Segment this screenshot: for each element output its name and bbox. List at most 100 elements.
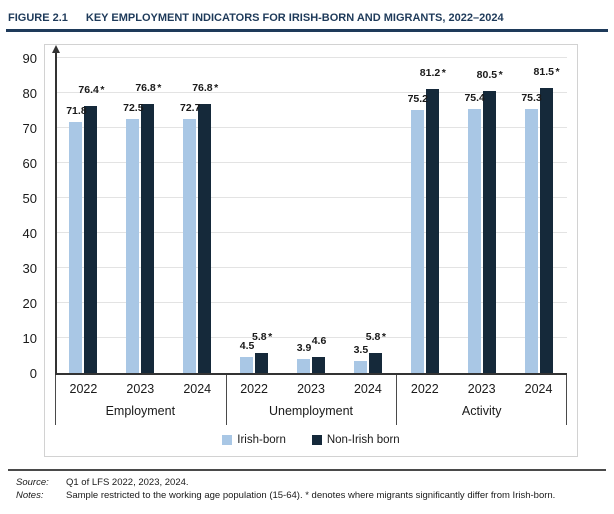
bar-pair-unemployment-2024: 3.5 5.8 * — [353, 58, 386, 373]
bar-irish-born-employment-2022 — [69, 121, 83, 373]
bar-label-irish-born-unemployment-2023: 3.9 — [296, 342, 312, 355]
year-label-activity-2024: 2024 — [524, 382, 553, 396]
bar-irish-born-unemployment-2024 — [353, 360, 367, 373]
years-cell-employment: 2022 2023 2024 — [55, 375, 226, 396]
figure-title: KEY EMPLOYMENT INDICATORS FOR IRISH-BORN… — [85, 12, 504, 24]
significance-asterisk: * — [268, 330, 273, 343]
category-row: Employment Unemployment Activity — [55, 396, 567, 418]
bar-pair-activity-2024: 75.3 81.5 * — [521, 58, 560, 373]
bar-label-non-irish-born-employment-2023: 76.8 * — [135, 82, 162, 95]
bar-irish-born-activity-2022 — [410, 109, 424, 373]
y-axis-tick: 60 — [22, 156, 37, 171]
gridline — [55, 302, 567, 303]
x-axis-line — [55, 373, 567, 375]
y-axis-arrow-icon — [52, 45, 60, 53]
bar-non-irish-born-employment-2024 — [198, 104, 212, 373]
group-divider — [55, 375, 56, 425]
year-label-employment-2023: 2023 — [126, 382, 155, 396]
significance-asterisk: * — [441, 66, 446, 79]
category-label-unemployment: Unemployment — [268, 404, 354, 418]
bar-non-irish-born-activity-2022 — [425, 88, 439, 373]
bar-non-irish-born-unemployment-2022 — [255, 352, 269, 373]
significance-asterisk: * — [555, 65, 560, 78]
legend-item-non-irish-born: Non-Irish born — [311, 434, 400, 446]
figure-header: FIGURE 2.1 KEY EMPLOYMENT INDICATORS FOR… — [6, 8, 608, 32]
bar-non-irish-born-employment-2022 — [84, 105, 98, 373]
bar-label-irish-born-activity-2023: 75.4 — [464, 92, 485, 105]
bar-label-non-irish-born-unemployment-2024: 5.8 * — [365, 330, 386, 343]
year-label-unemployment-2024: 2024 — [353, 382, 382, 396]
bar-pair-activity-2023: 75.4 80.5 * — [464, 58, 503, 373]
significance-asterisk: * — [381, 330, 386, 343]
bar-non-irish-born-unemployment-2023 — [312, 356, 325, 373]
source-row: Source: Q1 of LFS 2022, 2023, 2024. — [16, 476, 606, 489]
legend-swatch-irish-born — [222, 435, 233, 445]
significance-asterisk: * — [157, 82, 162, 95]
bar-label-non-irish-born-unemployment-2022: 5.8 * — [252, 330, 273, 343]
legend-swatch-non-irish-born — [311, 435, 322, 445]
bar-label-irish-born-activity-2024: 75.3 — [521, 92, 542, 105]
bar-non-irish-born-activity-2023 — [482, 91, 496, 373]
gridline — [55, 232, 567, 233]
significance-asterisk: * — [214, 82, 219, 95]
group-divider — [225, 375, 227, 425]
y-axis-tick: 20 — [22, 296, 37, 311]
y-axis-tick: 0 — [29, 366, 37, 381]
year-label-employment-2022: 2022 — [69, 382, 98, 396]
bar-group-employment: 71.8 76.4 * 72.5 76.8 * 72.7 76.8 * — [55, 58, 226, 373]
bar-irish-born-employment-2024 — [183, 118, 197, 373]
gridline — [55, 57, 567, 58]
bar-label-non-irish-born-activity-2024: 81.5 * — [533, 65, 560, 78]
x-axis-labels: 2022 2023 2024 2022 2023 2024 2022 2023 2024 Empl… — [55, 375, 567, 427]
bar-irish-born-unemployment-2023 — [297, 359, 310, 373]
legend-label-non-irish-born: Non-Irish born — [326, 434, 400, 446]
y-axis-tick: 70 — [22, 121, 37, 136]
year-label-activity-2023: 2023 — [467, 382, 496, 396]
y-axis-tick: 50 — [22, 191, 37, 206]
bar-label-irish-born-employment-2022: 71.8 — [66, 104, 87, 117]
legend-label-irish-born: Irish-born — [237, 434, 286, 446]
bar-label-non-irish-born-employment-2024: 76.8 * — [192, 82, 219, 95]
bar-pair-unemployment-2023: 3.9 4.6 — [296, 58, 327, 373]
y-axis-tick: 10 — [22, 331, 37, 346]
bar-non-irish-born-employment-2023 — [141, 104, 155, 373]
category-label-activity: Activity — [461, 404, 502, 418]
y-axis-tick: 40 — [22, 226, 37, 241]
bar-pair-employment-2024: 72.7 76.8 * — [180, 58, 218, 373]
bar-label-non-irish-born-employment-2022: 76.4 * — [78, 83, 105, 96]
bar-group-activity: 75.2 81.2 * 75.4 80.5 * 75.3 81.5 * — [396, 58, 567, 373]
chart-legend: Irish-born Non-Irish born — [55, 427, 567, 453]
bars-layer: 71.8 76.4 * 72.5 76.8 * 72.7 76.8 * 4.5 5.8 * 3.9 4.6… — [55, 58, 567, 373]
bar-irish-born-activity-2023 — [467, 109, 481, 373]
gridline — [55, 197, 567, 198]
source-label: Source: — [16, 477, 49, 488]
y-axis-scale: 0 10 20 30 40 50 60 70 80 90 — [8, 52, 44, 380]
y-axis-labels: 0 10 20 30 40 50 60 70 80 90 — [8, 44, 44, 457]
bar-label-irish-born-activity-2022: 75.2 — [407, 92, 428, 105]
bar-label-non-irish-born-unemployment-2023: 4.6 — [311, 334, 327, 347]
gridline — [55, 337, 567, 338]
gridline — [55, 92, 567, 93]
bar-pair-activity-2022: 75.2 81.2 * — [407, 58, 446, 373]
bar-irish-born-employment-2023 — [126, 119, 140, 373]
years-cell-unemployment: 2022 2023 2024 — [226, 375, 397, 396]
footer-rule — [8, 469, 606, 471]
figure-number: FIGURE 2.1 — [8, 12, 68, 24]
year-label-unemployment-2023: 2023 — [297, 382, 325, 396]
years-cell-activity: 2022 2023 2024 — [396, 375, 567, 396]
bar-label-non-irish-born-activity-2023: 80.5 * — [476, 69, 503, 82]
year-label-activity-2022: 2022 — [410, 382, 439, 396]
bar-non-irish-born-activity-2024 — [539, 87, 553, 373]
bar-irish-born-unemployment-2022 — [240, 357, 254, 373]
years-row: 2022 2023 2024 2022 2023 2024 2022 2023 2024 — [55, 375, 567, 396]
category-label-employment: Employment — [105, 404, 176, 418]
y-axis-tick: 30 — [22, 261, 37, 276]
bar-label-irish-born-employment-2023: 72.5 — [123, 102, 144, 115]
chart-area: 0 10 20 30 40 50 60 70 80 90 71.8 76.4 * 72.5 76.8 * 72… — [8, 44, 578, 457]
bar-pair-employment-2023: 72.5 76.8 * — [123, 58, 161, 373]
gridline — [55, 127, 567, 128]
y-axis-line — [55, 51, 57, 373]
notes-text: Sample restricted to the working age pop… — [66, 490, 556, 501]
bar-label-irish-born-unemployment-2024: 3.5 — [353, 343, 369, 356]
